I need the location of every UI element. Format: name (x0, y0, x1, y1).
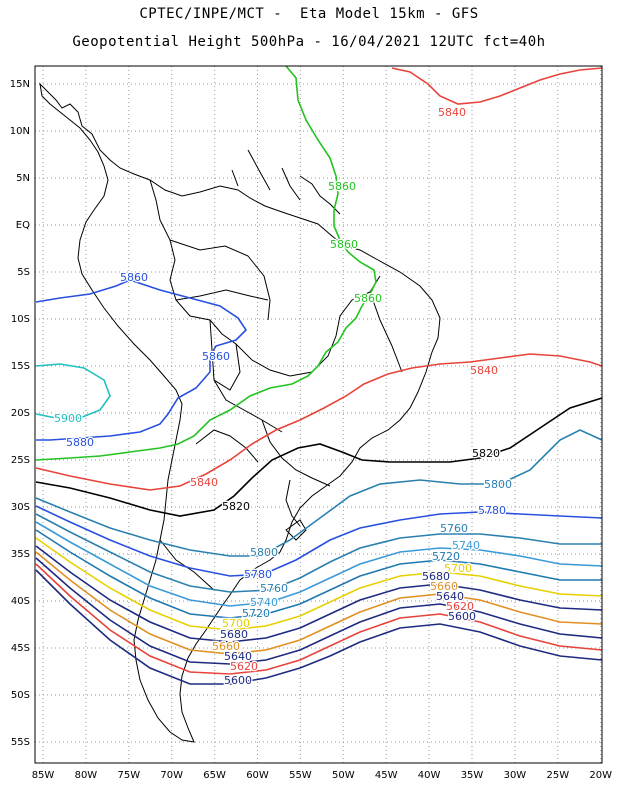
longitude-label: 30W (504, 770, 527, 781)
latitude-label: 25S (11, 455, 30, 466)
contour-label: 5820 (222, 500, 250, 513)
longitude-label: 50W (332, 770, 355, 781)
contour-label: 5720 (242, 607, 270, 620)
contour-5720 (35, 529, 602, 619)
latitude-label: 55S (11, 737, 30, 748)
contour-label: 5660 (212, 640, 240, 653)
longitude-label: 60W (246, 770, 269, 781)
contours (35, 65, 603, 685)
latitude-label: 15S (11, 361, 30, 372)
contour-5800 (35, 429, 603, 557)
contour-label: 5820 (472, 447, 500, 460)
contour-label: 5740 (250, 596, 278, 609)
contour-label: 5780 (244, 568, 272, 581)
contour-5820 (35, 397, 603, 517)
contour-label: 5900 (54, 412, 82, 425)
latitude-labels: 15N 10N 5N EQ 5S 10S 15S 20S 25S 30S 35S 40S 45S 50S 5… (10, 79, 30, 748)
contour-label: 5620 (446, 600, 474, 613)
contour-label: 5780 (478, 504, 506, 517)
graticule (35, 66, 602, 763)
contour-label: 5700 (222, 617, 250, 630)
contour-5620 (35, 563, 603, 675)
latitude-label: EQ (16, 220, 30, 231)
contour-label: 5620 (230, 660, 258, 673)
map-frame (34, 65, 603, 764)
contour-label: 5760 (440, 522, 468, 535)
latitude-label: 20S (11, 408, 30, 419)
latitude-label: 30S (11, 502, 30, 513)
latitude-label: 10N (10, 126, 30, 137)
coastline (39, 82, 441, 743)
contour-5840-north (391, 67, 603, 105)
contour-5660 (35, 551, 603, 655)
longitude-label: 85W (32, 770, 55, 781)
longitude-labels: 85W 80W 75W 70W 65W 60W 55W 50W 45W 40W 35W 30W 25W 2… (32, 770, 612, 781)
longitude-label: 80W (75, 770, 98, 781)
contour-label: 5680 (422, 570, 450, 583)
contour-label: 5860 (330, 238, 358, 251)
contour-label: 5720 (432, 550, 460, 563)
contour-label: 5640 (224, 650, 252, 663)
latitude-label: 45S (11, 643, 30, 654)
contour-labels: 5840 5860 5860 5860 5860 5860 5900 5880 5840 5840… (53, 105, 514, 689)
longitude-label: 40W (418, 770, 441, 781)
longitude-label: 65W (203, 770, 226, 781)
latitude-label: 15N (10, 79, 30, 90)
latitude-label: 35S (11, 549, 30, 560)
longitude-label: 75W (117, 770, 140, 781)
contour-label: 5600 (448, 610, 476, 623)
contour-label: 5600 (224, 674, 252, 687)
contour-label: 5880 (66, 436, 94, 449)
contour-label: 5860 (202, 350, 230, 363)
longitude-label: 45W (375, 770, 398, 781)
contour-5760 (35, 513, 602, 593)
longitude-label: 35W (461, 770, 484, 781)
contour-5680 (35, 545, 603, 643)
contour-label: 5860 (354, 292, 382, 305)
contour-label: 5800 (250, 546, 278, 559)
contour-5600 (35, 569, 603, 685)
contour-5640 (35, 557, 603, 665)
contour-5740 (35, 521, 603, 607)
latitude-label: 40S (11, 596, 30, 607)
longitude-label: 20W (589, 770, 612, 781)
contour-label: 5760 (260, 582, 288, 595)
contour-5860-green (35, 65, 377, 461)
contour-label: 5860 (328, 180, 356, 193)
map-subtitle: Geopotential Height 500hPa - 16/04/2021 … (72, 34, 546, 50)
contour-label: 5680 (220, 628, 248, 641)
latitude-label: 5N (16, 173, 30, 184)
longitude-label: 25W (546, 770, 569, 781)
contour-label: 5640 (436, 590, 464, 603)
contour-label: 5660 (430, 580, 458, 593)
map-title: CPTEC/INPE/MCT - Eta Model 15km - GFS (139, 6, 479, 22)
contour-5860-blue (35, 279, 248, 441)
contour-label: 5840 (438, 106, 466, 119)
contour-label: 5740 (452, 539, 480, 552)
longitude-label: 70W (160, 770, 183, 781)
contour-label: 5860 (120, 271, 148, 284)
latitude-label: 5S (17, 267, 30, 278)
contour-5780 (35, 505, 603, 577)
contour-label: 5840 (470, 364, 498, 377)
contour-label: 5800 (484, 478, 512, 491)
latitude-label: 10S (11, 314, 30, 325)
contour-5900 (35, 363, 111, 419)
latitude-label: 50S (11, 690, 30, 701)
contour-5700 (35, 537, 603, 631)
contour-label: 5700 (444, 562, 472, 575)
longitude-label: 55W (289, 770, 312, 781)
contour-label: 5840 (190, 476, 218, 489)
contour-5840-mid (35, 353, 603, 491)
